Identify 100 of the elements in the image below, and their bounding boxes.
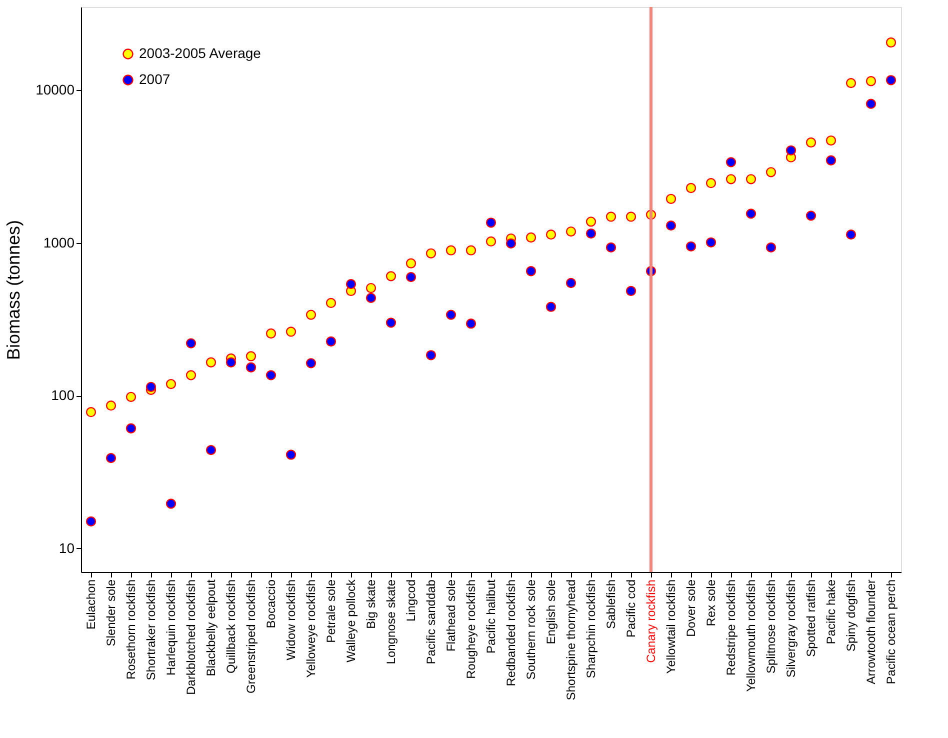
y-tick-label: 10 — [58, 540, 75, 556]
x-tick-label: Greenstriped rockfish — [244, 580, 258, 694]
point — [606, 212, 616, 222]
point — [886, 37, 896, 48]
point — [406, 258, 416, 268]
point — [406, 272, 416, 282]
x-tick-label: Yellowmouth rockfish — [744, 580, 758, 692]
x-tick-label: Harlequin rockfish — [164, 580, 178, 676]
point — [866, 98, 876, 109]
point — [846, 78, 856, 88]
point — [786, 145, 796, 156]
x-tick-label: Arrowtooth flounder — [864, 580, 878, 684]
point — [186, 370, 196, 380]
point — [106, 452, 116, 464]
point — [486, 236, 496, 247]
x-tick-label: Blackbelly eelpout — [204, 578, 218, 676]
point — [746, 174, 756, 184]
point — [266, 328, 276, 339]
point — [726, 157, 736, 168]
point — [386, 318, 396, 328]
x-tick-label: Yellowtail rockfish — [664, 580, 678, 674]
x-tick-label: Rosethorn rockfish — [124, 580, 138, 680]
point — [706, 178, 716, 188]
point — [246, 362, 256, 372]
legend-label: 2003-2005 Average — [139, 45, 262, 61]
x-tick-label: Lingcod — [404, 580, 418, 622]
point — [266, 370, 276, 380]
point — [366, 292, 376, 303]
x-tick-label: Quillback rockfish — [224, 580, 238, 674]
x-tick-label: Pacific hake — [824, 579, 838, 644]
point — [346, 279, 356, 290]
point — [546, 230, 556, 240]
x-tick-label: Pacific sanddab — [424, 579, 438, 664]
point — [686, 182, 696, 194]
point — [326, 336, 336, 347]
point — [306, 358, 316, 368]
point — [746, 208, 756, 219]
point — [806, 210, 816, 221]
point — [526, 266, 536, 276]
point — [106, 400, 116, 411]
point — [386, 271, 396, 282]
x-tick-label: Darkblotched rockfish — [184, 580, 198, 695]
x-tick-label: Canary rockfish — [644, 580, 658, 663]
x-tick-label: Spiny dogfish — [844, 580, 858, 652]
point — [626, 286, 636, 296]
point — [546, 302, 556, 312]
point — [226, 357, 236, 368]
point — [206, 357, 216, 368]
x-tick-label: Redstripe rockfish — [724, 580, 738, 676]
x-tick-label: Shortspine thornyhead — [564, 580, 578, 700]
x-tick-label: Spotted ratfish — [804, 580, 818, 657]
x-tick-label: Walleye pollock — [344, 578, 358, 662]
x-tick-label: Redbanded rockfish — [504, 580, 518, 686]
point — [866, 76, 876, 86]
point — [686, 241, 696, 252]
x-tick-label: Pacific ocean perch — [884, 580, 898, 684]
point — [146, 382, 156, 392]
point — [706, 237, 716, 248]
point — [726, 174, 736, 184]
point — [666, 220, 676, 231]
point — [466, 318, 476, 329]
x-tick-label: Splitnose rockfish — [764, 580, 778, 674]
point — [466, 245, 476, 256]
point — [246, 351, 256, 362]
point — [526, 232, 536, 243]
point — [626, 212, 636, 222]
point — [846, 230, 856, 240]
x-tick-label: Southern rock sole — [524, 579, 538, 680]
point — [426, 248, 436, 258]
x-tick-label: Rex sole — [704, 579, 718, 626]
y-axis-title: Biomass (tonnes) — [4, 220, 24, 360]
point — [446, 310, 456, 320]
point — [86, 407, 96, 418]
x-tick-label: Slender sole — [104, 579, 118, 646]
point — [566, 226, 576, 237]
point — [766, 167, 776, 178]
point — [826, 135, 836, 146]
x-tick-label: Pacific cod — [624, 580, 638, 638]
point — [426, 350, 436, 360]
point — [606, 242, 616, 253]
x-tick-label: Shortraker rockfish — [144, 580, 158, 680]
x-tick-label: Flathead sole — [444, 579, 458, 652]
point — [566, 278, 576, 288]
point — [286, 326, 296, 337]
y-tick-label: 100 — [51, 387, 75, 404]
x-tick-label: Sharpchin rockfish — [584, 580, 598, 678]
x-tick-label: Widow rockfish — [284, 580, 298, 660]
x-tick-label: Pacific halibut — [484, 578, 498, 654]
point — [586, 228, 596, 239]
x-tick-label: Silvergray rockfish — [784, 580, 798, 678]
point — [506, 238, 516, 249]
point — [886, 75, 896, 86]
legend-label: 2007 — [139, 71, 170, 87]
point — [326, 298, 336, 308]
point — [486, 218, 496, 228]
x-tick-label: Bocaccio — [264, 579, 278, 628]
point — [186, 338, 196, 348]
point — [666, 194, 676, 204]
point — [306, 310, 316, 320]
point — [586, 216, 596, 227]
